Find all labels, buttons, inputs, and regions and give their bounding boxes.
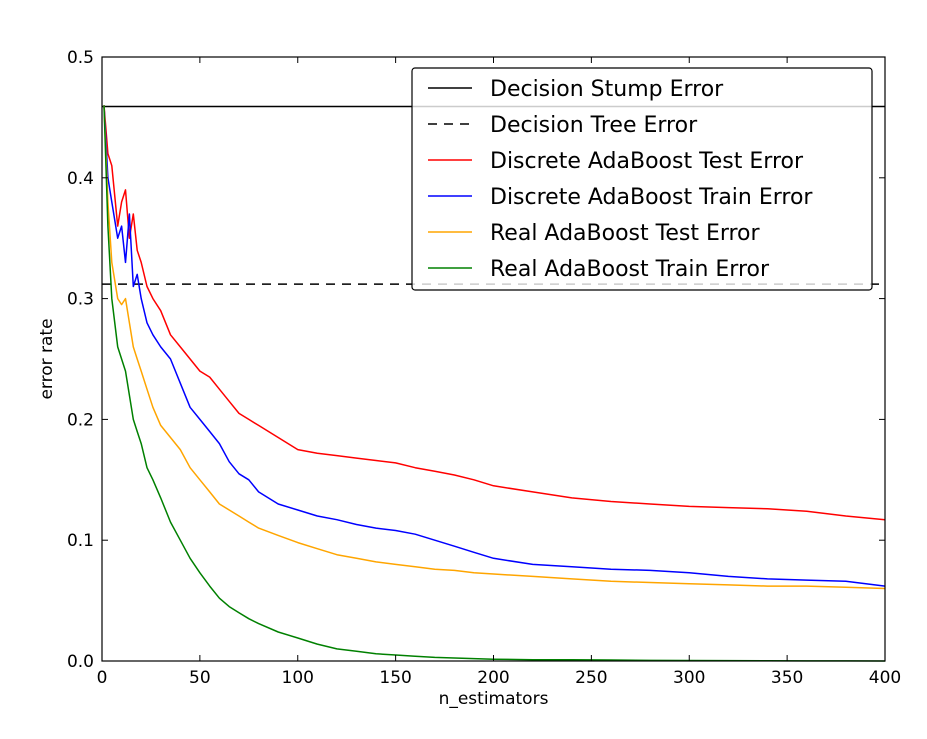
legend-label: Real AdaBoost Train Error	[490, 257, 770, 282]
legend-label: Discrete AdaBoost Test Error	[490, 149, 804, 174]
x-axis-label: n_estimators	[439, 689, 549, 709]
series-line-3	[103, 105, 886, 587]
legend-label: Discrete AdaBoost Train Error	[490, 185, 813, 210]
series-line-2	[103, 105, 886, 521]
x-tick-label: 400	[869, 668, 901, 688]
legend-label: Decision Tree Error	[490, 113, 698, 138]
x-tick-label: 150	[379, 668, 411, 688]
y-tick-label: 0.0	[67, 652, 94, 672]
series-line-4	[103, 105, 886, 590]
y-axis-label: error rate	[37, 318, 57, 399]
x-tick-label: 0	[97, 668, 108, 688]
legend-label: Decision Stump Error	[490, 77, 724, 102]
x-tick-label: 100	[282, 668, 314, 688]
legend-box	[411, 67, 873, 291]
y-tick-label: 0.4	[67, 169, 94, 189]
y-tick-label: 0.3	[67, 290, 94, 310]
x-tick-label: 350	[771, 668, 803, 688]
x-tick-label: 200	[477, 668, 509, 688]
legend-label: Real AdaBoost Test Error	[490, 221, 761, 246]
legend: Decision Stump Error Decision Tree Error D…	[411, 67, 873, 291]
y-tick-label: 0.2	[67, 410, 94, 430]
y-tick-label: 0.5	[67, 48, 94, 68]
y-tick-label: 0.1	[67, 531, 94, 551]
x-tick-label: 50	[189, 668, 211, 688]
x-tick-label: 250	[575, 668, 607, 688]
series-line-5	[103, 105, 886, 662]
x-tick-label: 300	[673, 668, 705, 688]
axis-ticks: 0 50 100 150 200 250 300 350 400 0.0 0.1 0.2 0.3 0.4 0…	[67, 48, 901, 688]
